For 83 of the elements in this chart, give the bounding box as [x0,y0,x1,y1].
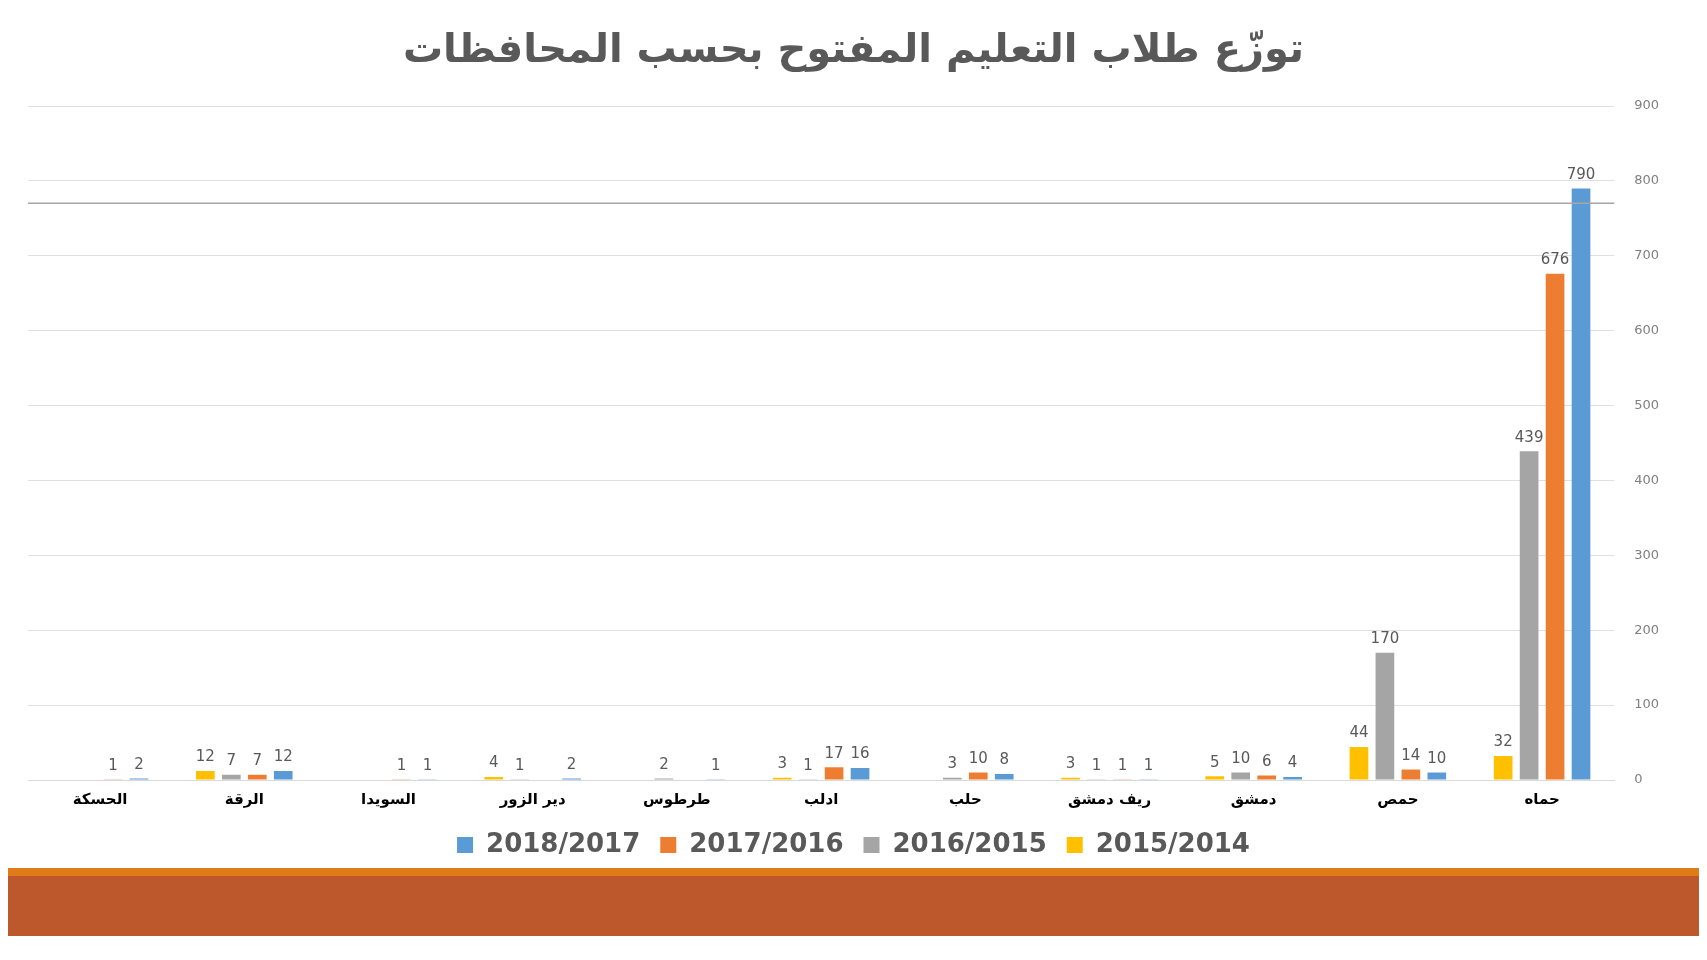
data-label: 10 [1427,748,1447,767]
x-tick-label: السويدا [361,789,416,808]
legend-label: 2016/2015 [892,827,1047,858]
bar [1257,775,1277,780]
legend-label: 2018/2017 [486,827,641,858]
data-label: 7 [252,751,263,770]
y-tick-label: 0 [1634,771,1643,787]
data-label: 8 [999,750,1009,769]
bar [1571,188,1591,780]
bar [994,774,1014,780]
data-label: 3 [777,754,787,773]
x-tick-label: دير الزور [498,789,566,808]
x-tick-label: دمشق [1230,789,1277,808]
y-tick-label: 700 [1634,247,1660,263]
x-tick-label: الرقة [224,789,264,808]
data-label: 676 [1540,250,1570,269]
legend-label: 2015/2014 [1095,827,1250,858]
data-label: 3 [1065,754,1076,773]
data-label: 5 [1209,752,1220,771]
data-label: 1 [711,755,721,774]
data-label: 1 [514,755,525,774]
bar [1545,273,1565,780]
data-label: 1 [396,755,407,774]
y-tick-label: 200 [1634,621,1660,637]
bar [273,771,293,780]
y-tick-label: 800 [1634,172,1660,188]
x-tick-label: ادلب [803,789,839,808]
x-tick-label: الحسكة [72,789,128,808]
data-label: 14 [1401,745,1421,764]
bar [1349,747,1369,780]
x-tick-label: حمص [1377,789,1419,808]
bar [196,771,215,780]
y-tick-label: 900 [1634,97,1660,113]
bar [1493,756,1513,780]
data-label: 790 [1566,164,1596,183]
data-label: 4 [488,753,499,772]
data-label: 2 [566,754,577,773]
bar [968,772,988,780]
data-label: 12 [273,747,293,766]
x-tick-label: حلب [948,789,982,808]
data-label: 1 [108,755,118,774]
x-tick-label: حماه [1524,789,1560,808]
data-label: 10 [1231,748,1251,767]
data-label: 439 [1514,427,1544,446]
data-label: 1 [1091,755,1102,774]
data-label: 1 [803,755,813,774]
chart-title: توزّع طلاب التعليم المفتوح بحسب المحافظات [402,25,1305,73]
bar [824,767,844,780]
bar [1283,777,1302,780]
x-tick-label: طرطوس [643,789,711,808]
data-label: 170 [1370,629,1400,648]
x-tick-label: ريف دمشق [1067,789,1152,808]
data-label: 3 [947,754,958,773]
bar [1519,451,1539,780]
data-label: 7 [226,751,237,770]
data-label: 6 [1261,751,1272,770]
y-tick-label: 600 [1634,322,1660,338]
bar [1375,652,1395,780]
data-label: 2 [134,754,144,773]
data-label: 16 [850,744,870,763]
y-tick-label: 400 [1634,471,1660,487]
bar [1427,772,1447,780]
data-label: 17 [824,743,844,762]
data-label: 12 [195,747,215,766]
y-tick-label: 100 [1634,696,1660,712]
data-label: 2 [659,754,669,773]
data-label: 32 [1493,732,1513,751]
bar [221,774,241,780]
data-label: 1 [1117,755,1128,774]
bar [484,777,504,780]
data-label: 1 [422,755,433,774]
bar [1205,776,1225,780]
data-label: 10 [968,748,988,767]
y-tick-label: 500 [1634,396,1660,412]
bar [1231,772,1251,780]
data-label: 44 [1349,723,1369,742]
data-label: 4 [1287,753,1298,772]
bar [247,774,267,780]
bar [1401,769,1421,780]
legend-label: 2017/2016 [689,827,844,858]
y-tick-label: 300 [1634,546,1660,562]
bar [850,768,870,780]
data-label: 1 [1143,755,1154,774]
